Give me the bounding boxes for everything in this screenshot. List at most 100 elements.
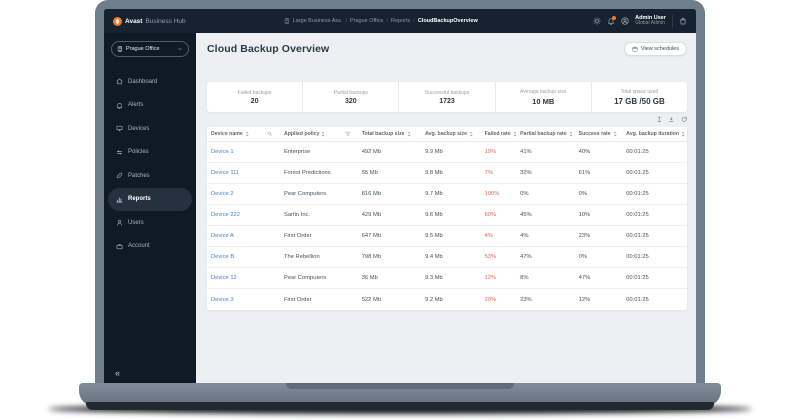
column-header-avg-backup-duration[interactable]: Avg. backup duration	[622, 131, 687, 137]
avg-backup-size-cell: 9.5 Mb	[425, 233, 443, 239]
sidebar-item-dashboard[interactable]: Dashboard	[104, 70, 196, 94]
gear-icon[interactable]	[593, 17, 601, 25]
sidebar-item-label: Users	[128, 219, 144, 226]
column-settings-icon[interactable]	[656, 116, 663, 123]
device-name-link[interactable]: Device 12	[211, 275, 237, 281]
device-name-link[interactable]: Device 222	[211, 212, 241, 218]
avg-backup-duration-cell: 00:01:25	[626, 296, 649, 303]
stat-label: Failed backups	[237, 89, 272, 96]
device-name-link[interactable]: Device B	[211, 254, 235, 260]
sort-icon	[321, 131, 326, 137]
stat-value: 1723	[439, 97, 455, 105]
device-name-link[interactable]: Device A	[211, 233, 234, 239]
export-download-icon[interactable]	[668, 116, 675, 123]
breadcrumb-item-company[interactable]: Large Business Ass.	[292, 18, 343, 24]
success-rate-cell: 40%	[578, 149, 591, 155]
bar-chart-icon	[116, 196, 123, 203]
column-label: Partial backup rate	[520, 131, 567, 137]
breadcrumb-item-site[interactable]: Prague Office	[349, 18, 384, 24]
search-icon[interactable]	[267, 131, 273, 137]
column-label: Avg. backup size	[425, 131, 467, 137]
partial-backup-rate-cell: 0%	[520, 191, 529, 197]
stat-cell: Failed backups 20	[207, 82, 302, 112]
success-rate-cell: 23%	[578, 233, 591, 239]
total-backup-size-cell: 55 Mb	[361, 170, 378, 176]
success-rate-cell: 10%	[578, 212, 591, 218]
table-row: Device 1 Enterprise 492 Mb 9.9 Mb 19% 41…	[207, 142, 687, 163]
sort-icon	[469, 131, 473, 137]
avg-backup-duration-cell: 00:01:25	[626, 275, 649, 281]
avg-backup-duration-cell: 00:01:25	[626, 212, 649, 218]
device-name-link[interactable]: Device 2	[211, 191, 234, 197]
sort-icon	[613, 131, 617, 137]
applied-policy-cell: Enterprise	[283, 149, 311, 155]
store-bag-icon[interactable]	[679, 17, 687, 25]
filter-icon[interactable]	[345, 131, 351, 137]
main-content: Cloud Backup Overview View schedules Fai…	[196, 33, 696, 384]
sidebar-collapse-button[interactable]: «	[115, 368, 121, 378]
laptop-screen: Avast Business Hub Large Business Ass. /…	[95, 0, 705, 384]
laptop-base	[79, 383, 721, 406]
applied-policy-cell: The Rebellion	[283, 254, 320, 260]
user-avatar[interactable]	[621, 17, 629, 25]
sidebar-item-policies[interactable]: Policies	[104, 141, 196, 165]
sidebar-item-alerts[interactable]: Alerts	[104, 94, 196, 118]
table-header-row: Device name Applied policy Total backup	[207, 127, 687, 142]
bell-icon	[116, 102, 123, 109]
sidebar-item-reports[interactable]: Reports	[108, 187, 192, 211]
backup-table: Device name Applied policy Total backup	[207, 127, 687, 310]
applied-policy-cell: Forest Predictions	[283, 170, 331, 176]
column-header-applied-policy[interactable]: Applied policy	[280, 131, 358, 137]
calendar-icon	[632, 46, 638, 52]
sidebar-item-label: Policies	[128, 149, 149, 156]
view-schedules-button[interactable]: View schedules	[623, 42, 687, 56]
sidebar: Prague Office Dashboard Alerts	[104, 33, 196, 384]
sort-icon	[569, 131, 573, 137]
column-header-success-rate[interactable]: Success rate	[575, 131, 623, 137]
org-selector[interactable]: Prague Office	[111, 41, 189, 57]
topbar-actions: Admin User Global Admin	[593, 15, 687, 27]
failed-rate-cell: 53%	[484, 254, 497, 260]
total-backup-size-cell: 492 Mb	[361, 149, 382, 155]
avg-backup-size-cell: 9.6 Mb	[425, 212, 443, 218]
sidebar-item-account[interactable]: Account	[104, 235, 196, 259]
column-header-avg-backup-size[interactable]: Avg. backup size	[421, 131, 481, 137]
table-row: Device A First Order 647 Mb 9.5 Mb 4% 4%…	[207, 226, 687, 247]
user-icon	[116, 219, 123, 226]
laptop-base-bottom	[86, 402, 714, 410]
partial-backup-rate-cell: 23%	[520, 296, 532, 303]
applied-policy-cell: Pear Computers	[283, 191, 327, 197]
breadcrumb-item-reports[interactable]: Reports	[391, 18, 411, 24]
notifications-bell-icon[interactable]	[607, 16, 617, 25]
avast-logo-icon	[113, 16, 122, 26]
avg-backup-size-cell: 9.9 Mb	[425, 149, 443, 155]
avg-backup-duration-cell: 00:01:25	[626, 191, 649, 197]
sort-icon	[407, 131, 411, 137]
applied-policy-cell: First Order	[283, 233, 312, 239]
stat-cell: Total space used 17 GB /50 GB	[590, 82, 687, 112]
column-header-failed-rate[interactable]: Failed rate	[481, 131, 517, 137]
brand-logo: Avast Business Hub	[113, 16, 186, 26]
stat-label: Successful backups	[424, 89, 470, 96]
column-header-total-backup-size[interactable]: Total backup size	[358, 131, 421, 137]
org-selector-label: Prague Office	[126, 46, 160, 52]
topbar: Avast Business Hub Large Business Ass. /…	[104, 9, 696, 33]
refresh-icon[interactable]	[681, 116, 688, 123]
sidebar-item-label: Devices	[128, 125, 150, 132]
sort-icon	[245, 131, 249, 137]
sidebar-item-users[interactable]: Users	[104, 211, 196, 235]
device-name-link[interactable]: Device 1	[211, 149, 234, 155]
breadcrumb-separator: /	[413, 18, 415, 24]
column-header-partial-backup-rate[interactable]: Partial backup rate	[516, 131, 575, 137]
column-label: Total backup size	[361, 131, 405, 137]
column-header-device-name[interactable]: Device name	[207, 131, 280, 137]
sort-icon	[681, 131, 685, 137]
sidebar-item-label: Patches	[128, 172, 150, 179]
device-name-link[interactable]: Device 3	[211, 296, 234, 303]
sidebar-item-patches[interactable]: Patches	[104, 164, 196, 188]
user-info[interactable]: Admin User Global Admin	[635, 15, 666, 27]
sidebar-item-devices[interactable]: Devices	[104, 117, 196, 141]
app-window: Avast Business Hub Large Business Ass. /…	[104, 9, 696, 384]
device-name-link[interactable]: Device 111	[211, 170, 240, 176]
